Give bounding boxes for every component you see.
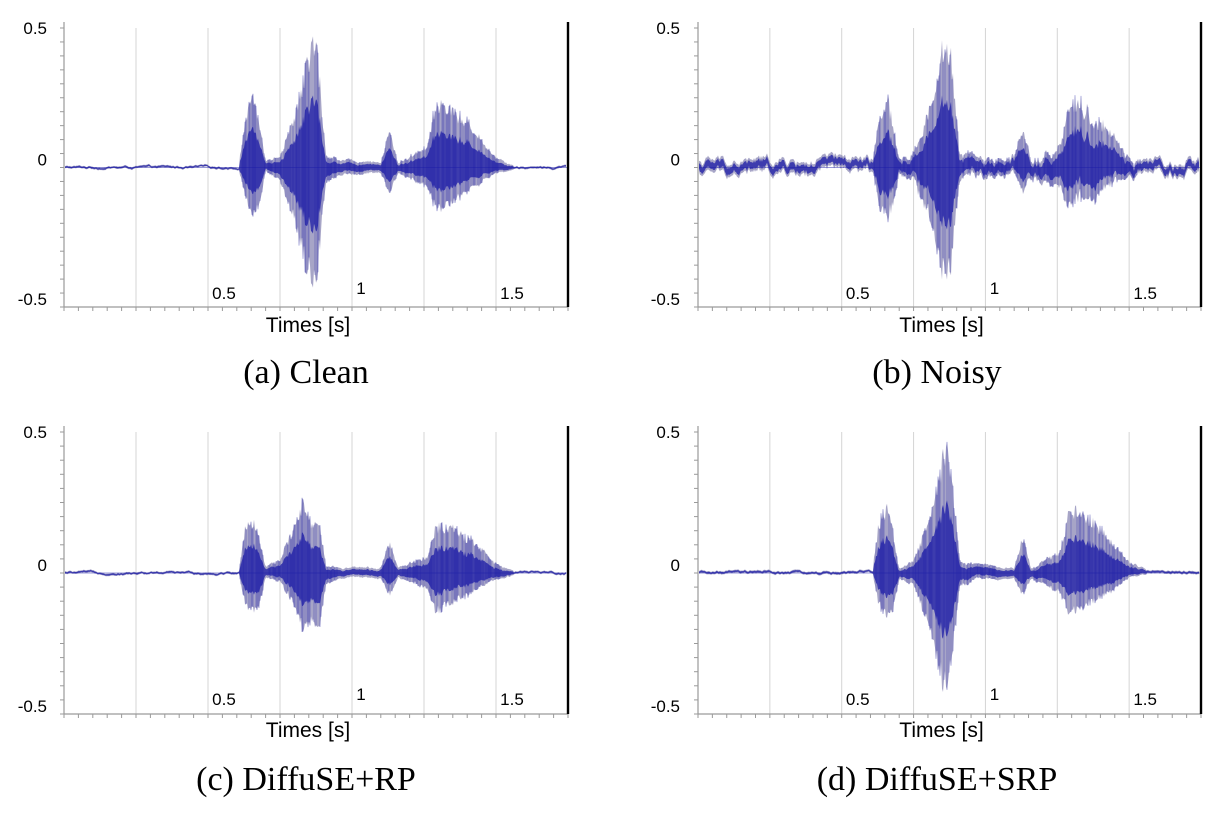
x-tick-label: 1 <box>356 685 365 704</box>
x-tick-label: 0.5 <box>212 690 236 709</box>
y-tick-label: -0.5 <box>651 290 680 309</box>
waveform-envelope-dark <box>65 532 566 607</box>
x-axis-label: Times [s] <box>266 314 350 337</box>
x-tick-label: 0.5 <box>846 284 870 303</box>
waveform-panel: 0.5 0 -0.5 0.5 1 1.5 Times [s] (c) DiffuSE+RP <box>18 423 570 798</box>
x-axis-label: Times [s] <box>899 314 983 337</box>
waveform-panel: 0.5 0 -0.5 0.5 1 1.5 Times [s] (d) DiffuSE+SRP <box>651 423 1203 798</box>
x-tick-label: 1 <box>990 685 999 704</box>
y-tick-label: -0.5 <box>651 697 680 716</box>
panel-caption: (c) DiffuSE+RP <box>196 761 416 798</box>
x-axis-label: Times [s] <box>266 719 350 742</box>
waveform-panel: 0.5 0 -0.5 0.5 1 1.5 Times [s] (a) Clean <box>18 19 570 391</box>
waveform-envelope-dark <box>699 500 1199 639</box>
x-tick-label: 1.5 <box>500 690 524 709</box>
x-tick-label: 1.5 <box>500 284 524 303</box>
y-tick-label: 0 <box>38 151 47 170</box>
waveform-panel: 0.5 0 -0.5 0.5 1 1.5 Times [s] (b) Noisy <box>651 19 1203 391</box>
y-tick-label: 0 <box>38 556 47 575</box>
y-tick-label: 0.5 <box>23 19 47 38</box>
x-tick-label: 1 <box>356 279 365 298</box>
y-tick-label: 0 <box>671 556 680 575</box>
panel-caption: (b) Noisy <box>872 354 1001 391</box>
y-tick-label: 0 <box>671 151 680 170</box>
waveform-envelope-dark <box>699 95 1199 230</box>
waveform-envelope-dark <box>65 95 566 234</box>
x-tick-label: 0.5 <box>846 690 870 709</box>
y-tick-label: 0.5 <box>656 423 680 442</box>
panel-caption: (d) DiffuSE+SRP <box>817 761 1058 798</box>
x-tick-label: 1.5 <box>1133 690 1157 709</box>
x-axis-label: Times [s] <box>899 719 983 742</box>
x-tick-label: 1.5 <box>1133 284 1157 303</box>
y-tick-label: 0.5 <box>23 423 47 442</box>
x-tick-label: 1 <box>990 279 999 298</box>
y-tick-label: -0.5 <box>18 290 47 309</box>
y-tick-label: 0.5 <box>656 19 680 38</box>
y-tick-label: -0.5 <box>18 697 47 716</box>
x-tick-label: 0.5 <box>212 284 236 303</box>
panel-caption: (a) Clean <box>243 354 369 391</box>
